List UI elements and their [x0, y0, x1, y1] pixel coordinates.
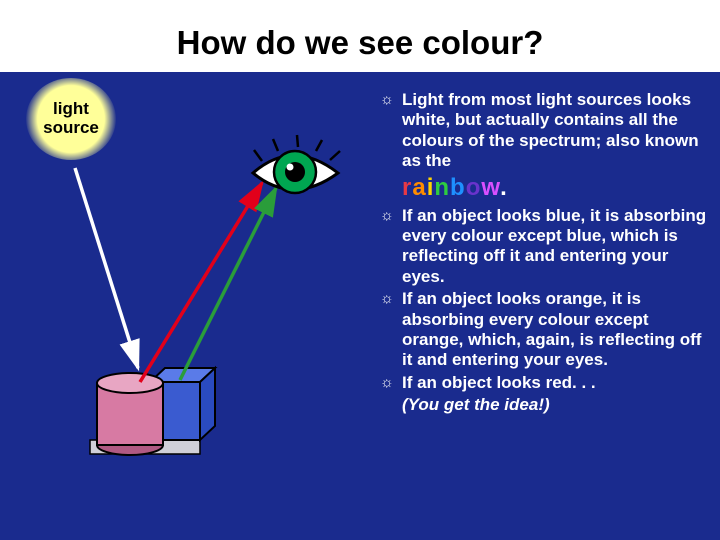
bullet-3: ☼ If an object looks orange, it is absor… [380, 289, 708, 371]
diagram-area [0, 70, 370, 490]
red-ray [140, 183, 262, 382]
bullet-2-text: If an object looks blue, it is absorbing… [402, 206, 708, 288]
white-light-ray [75, 168, 138, 368]
content-column: ☼ Light from most light sources looks wh… [380, 90, 708, 415]
sun-bullet-icon: ☼ [380, 90, 402, 172]
eye-icon [253, 135, 340, 193]
diagram-svg [0, 70, 370, 500]
bullet-3-text: If an object looks orange, it is absorbi… [402, 289, 708, 371]
bullet-2: ☼ If an object looks blue, it is absorbi… [380, 206, 708, 288]
bullet-1-text: Light from most light sources looks whit… [402, 90, 708, 172]
sun-bullet-icon: ☼ [380, 289, 402, 371]
italic-note: (You get the idea!) [402, 395, 708, 415]
bullet-4-text: If an object looks red. . . [402, 373, 708, 393]
bullet-4: ☼ If an object looks red. . . [380, 373, 708, 393]
green-ray [180, 188, 276, 380]
sun-bullet-icon: ☼ [380, 206, 402, 288]
pink-cylinder [97, 373, 163, 455]
page-title: How do we see colour? [0, 18, 720, 68]
rainbow-word: rainbow. [402, 174, 708, 202]
bullet-1: ☼ Light from most light sources looks wh… [380, 90, 708, 172]
sun-bullet-icon: ☼ [380, 373, 402, 393]
